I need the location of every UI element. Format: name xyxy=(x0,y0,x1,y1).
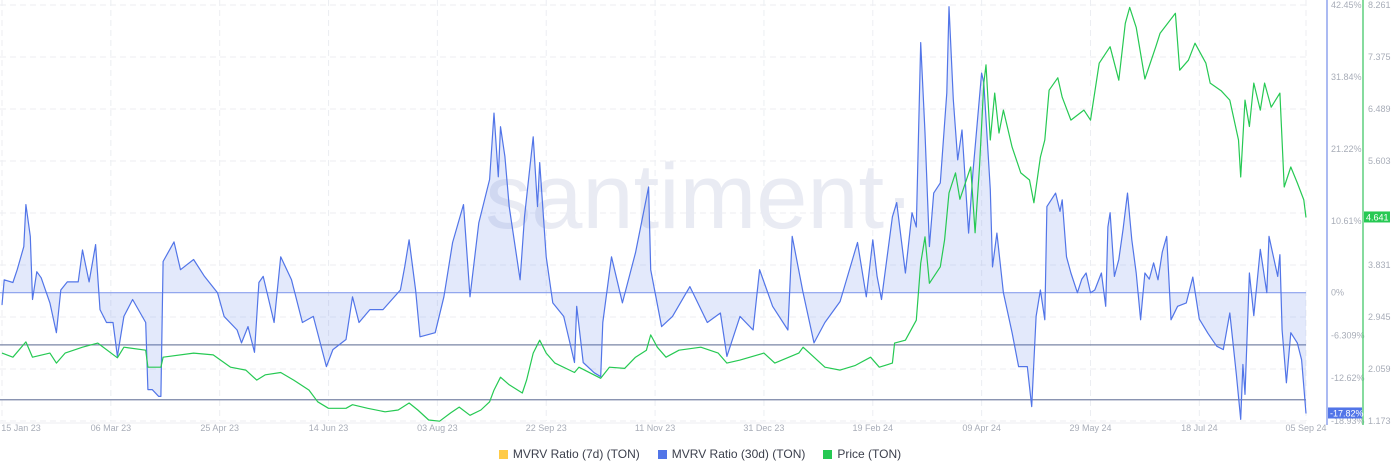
legend-item-mvrv-30d[interactable]: MVRV Ratio (30d) (TON) xyxy=(657,447,806,461)
mvrv-tick-label: -6.309% xyxy=(1331,330,1365,340)
legend: MVRV Ratio (7d) (TON) MVRV Ratio (30d) (… xyxy=(0,447,1400,461)
mvrv-current-badge xyxy=(1328,407,1362,419)
price-tick-label: 3.831 xyxy=(1368,260,1391,270)
mvrv-tick-label: 31.84% xyxy=(1331,72,1362,82)
x-tick-label: 06 Mar 23 xyxy=(91,423,132,433)
x-tick-label: 15 Jan 23 xyxy=(1,423,41,433)
price-tick-label: 2.059 xyxy=(1368,364,1391,374)
mvrv-tick-label: 42.45% xyxy=(1331,0,1362,10)
price-tick-label: 2.945 xyxy=(1368,312,1391,322)
mvrv-tick-label: 10.61% xyxy=(1331,216,1362,226)
price-tick-label: 8.261 xyxy=(1368,0,1391,10)
legend-label: Price (TON) xyxy=(837,447,902,461)
mvrv-tick-label: -12.62% xyxy=(1331,373,1365,383)
price-current-badge xyxy=(1364,211,1390,223)
x-tick-label: 31 Dec 23 xyxy=(743,423,784,433)
legend-swatch-mvrv-7d xyxy=(498,449,508,459)
price-current-value: 4.641 xyxy=(1366,212,1389,222)
reference-lines xyxy=(0,292,1306,401)
legend-label: MVRV Ratio (30d) (TON) xyxy=(671,447,806,461)
price-tick-label: 5.603 xyxy=(1368,156,1391,166)
mvrv-tick-label: 21.22% xyxy=(1331,144,1362,154)
price-tick-label: 1.173 xyxy=(1368,416,1391,426)
mvrv-30d-line xyxy=(1,6,1307,420)
mvrv-current-value: -17.82% xyxy=(1330,408,1364,418)
price-tick-label: 7.375 xyxy=(1368,52,1391,62)
mvrv-tick-label: 0% xyxy=(1331,288,1344,298)
mvrv-30d-area xyxy=(2,6,1306,420)
series-layer[interactable] xyxy=(1,6,1307,422)
mvrv-tick-label: -18.93% xyxy=(1331,416,1365,426)
x-tick-label: 14 Jun 23 xyxy=(309,423,349,433)
axes: 8.261 7.375 6.489 5.603 3.831 2.945 2.059 1.173… xyxy=(1,0,1391,433)
grid xyxy=(0,0,1307,424)
price-line xyxy=(1,6,1307,422)
x-tick-label: 05 Sep 24 xyxy=(1285,423,1326,433)
x-tick-label: 19 Feb 24 xyxy=(853,423,894,433)
x-tick-label: 22 Sep 23 xyxy=(526,423,567,433)
price-tick-label: 6.489 xyxy=(1368,104,1391,114)
legend-item-price[interactable]: Price (TON) xyxy=(823,447,901,461)
legend-item-mvrv-7d[interactable]: MVRV Ratio (7d) (TON) xyxy=(498,447,640,461)
x-tick-label: 18 Jul 24 xyxy=(1181,423,1218,433)
x-tick-label: 29 May 24 xyxy=(1069,423,1111,433)
legend-label: MVRV Ratio (7d) (TON) xyxy=(512,447,640,461)
santiment-watermark: santiment· xyxy=(485,146,915,248)
x-tick-label: 03 Aug 23 xyxy=(417,423,458,433)
x-tick-label: 09 Apr 24 xyxy=(962,423,1001,433)
x-tick-label: 11 Nov 23 xyxy=(635,423,675,433)
x-tick-label: 25 Apr 23 xyxy=(200,423,239,433)
legend-swatch-mvrv-30d xyxy=(657,449,667,459)
legend-swatch-price xyxy=(823,449,833,459)
